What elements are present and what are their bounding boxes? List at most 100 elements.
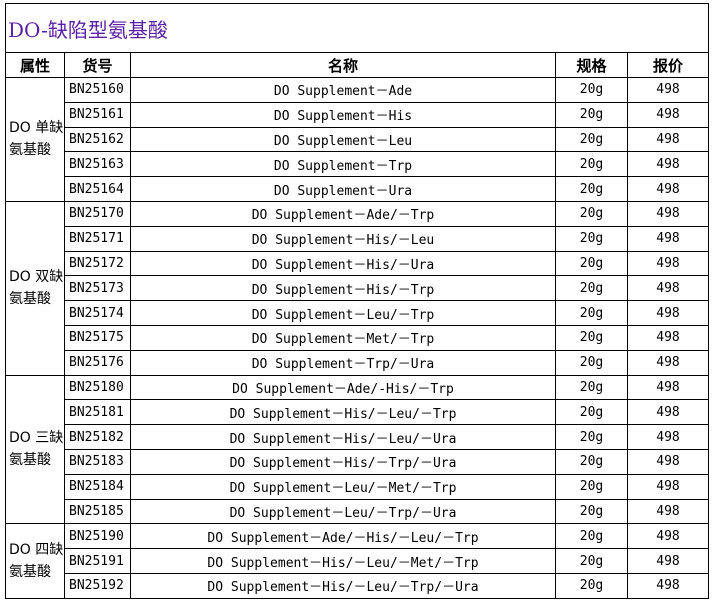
product-code: BN25180 — [64, 374, 131, 401]
table-row: BN25182 DO Supplement－His/－Leu/－Ura 20g 498 — [6, 424, 710, 450]
table-row: BN25185 DO Supplement－Leu/－Trp/－Ura 20g 498 — [6, 498, 710, 525]
table-row: BN25172 DO Supplement－His/－Ura 20g 498 — [6, 250, 710, 277]
table-row: DO 三缺 氨基酸 BN25180 DO Supplement－Ade/-His/－… — [5, 374, 710, 525]
product-name: DO Supplement－Ade — [130, 77, 556, 103]
product-name: DO Supplement－His/－Trp/－Ura — [130, 448, 556, 475]
product-price: 498 — [626, 399, 710, 426]
table-row: BN25164 DO Supplement－Ura 20g 498 — [6, 176, 710, 202]
product-code: BN25163 — [64, 151, 131, 178]
product-spec: 20g — [555, 176, 628, 202]
product-spec: 20g — [555, 151, 628, 178]
product-code: BN25164 — [64, 176, 131, 202]
product-spec: 20g — [555, 349, 628, 376]
product-table: DO-缺陷型氨基酸 属性 货号 名称 规格 报价 DO 单缺 氨基酸 BN2516… — [4, 3, 710, 599]
product-price: 498 — [626, 349, 710, 376]
product-price: 498 — [626, 572, 710, 599]
product-price: 498 — [626, 101, 710, 128]
product-spec: 20g — [555, 250, 628, 277]
group-label: DO 单缺 氨基酸 — [5, 77, 65, 202]
table-row: BN25171 DO Supplement－His/－Leu 20g 498 — [6, 225, 710, 252]
group-label: DO 四缺 氨基酸 — [5, 523, 65, 599]
product-price: 498 — [626, 176, 710, 202]
product-price: 498 — [626, 300, 710, 326]
product-code: BN25182 — [64, 424, 131, 450]
product-name: DO Supplement－Trp/－Ura — [130, 349, 556, 376]
product-spec: 20g — [555, 498, 628, 525]
product-spec: 20g — [555, 548, 628, 574]
product-name: DO Supplement－Trp — [130, 151, 556, 178]
product-name: DO Supplement－His/－Leu/－Trp — [130, 399, 556, 426]
product-price: 498 — [626, 151, 710, 178]
product-spec: 20g — [555, 77, 628, 103]
header-attribute: 属性 — [5, 52, 65, 78]
product-code: BN25183 — [64, 448, 131, 475]
product-name: DO Supplement－Leu/－Trp — [130, 300, 556, 326]
product-spec: 20g — [555, 374, 628, 401]
product-spec: 20g — [555, 473, 628, 500]
product-code: BN25170 — [64, 200, 131, 227]
group-label: DO 三缺 氨基酸 — [5, 374, 65, 525]
header-row: 属性 货号 名称 规格 报价 — [5, 52, 710, 78]
table-row: BN25191 DO Supplement－His/－Leu/－Met/－Trp 2… — [6, 548, 710, 574]
product-name: DO Supplement－Leu — [130, 126, 556, 153]
product-code: BN25160 — [64, 77, 131, 103]
product-name: DO Supplement－Ade/-His/－Trp — [130, 374, 556, 401]
header-code: 货号 — [64, 52, 131, 78]
product-code: BN25171 — [64, 225, 131, 252]
table-row: BN25183 DO Supplement－His/－Trp/－Ura 20g 498 — [6, 448, 710, 475]
product-name: DO Supplement－His/－Leu/－Met/－Trp — [130, 548, 556, 574]
product-price: 498 — [626, 77, 710, 103]
table-row: DO 四缺 氨基酸 BN25190 DO Supplement－Ade/－His/－… — [5, 523, 710, 599]
product-price: 498 — [626, 374, 710, 401]
header-price: 报价 — [626, 52, 710, 78]
header-name: 名称 — [130, 52, 556, 78]
table-row: BN25163 DO Supplement－Trp 20g 498 — [6, 151, 710, 178]
product-code: BN25173 — [64, 275, 131, 302]
product-price: 498 — [626, 498, 710, 525]
product-spec: 20g — [555, 399, 628, 426]
product-code: BN25176 — [64, 349, 131, 376]
product-name: DO Supplement－His/－Leu — [130, 225, 556, 252]
product-name: DO Supplement－Ade/－Trp — [130, 200, 556, 227]
product-name: DO Supplement－His/－Leu/－Ura — [130, 424, 556, 450]
table-title: DO-缺陷型氨基酸 — [4, 3, 710, 53]
product-code: BN25174 — [64, 300, 131, 326]
product-price: 498 — [626, 424, 710, 450]
product-spec: 20g — [555, 101, 628, 128]
product-name: DO Supplement－Leu/－Met/－Trp — [130, 473, 556, 500]
product-name: DO Supplement－His/－Ura — [130, 250, 556, 277]
header-spec: 规格 — [555, 52, 628, 78]
product-price: 498 — [626, 473, 710, 500]
product-price: 498 — [626, 548, 710, 574]
table-row: BN25162 DO Supplement－Leu 20g 498 — [6, 126, 710, 153]
product-price: 498 — [626, 523, 710, 550]
product-price: 498 — [626, 250, 710, 277]
product-code: BN25172 — [64, 250, 131, 277]
table-row: BN25161 DO Supplement－His 20g 498 — [6, 101, 710, 128]
product-price: 498 — [626, 448, 710, 475]
group-label: DO 双缺 氨基酸 — [5, 200, 65, 376]
product-spec: 20g — [555, 300, 628, 326]
table-row: BN25184 DO Supplement－Leu/－Met/－Trp 20g 498 — [6, 473, 710, 500]
product-code: BN25162 — [64, 126, 131, 153]
product-spec: 20g — [555, 424, 628, 450]
table-row: BN25192 DO Supplement－His/－Leu/－Trp/－Ura 2… — [6, 572, 710, 599]
product-code: BN25191 — [64, 548, 131, 574]
table-row: BN25173 DO Supplement－His/－Trp 20g 498 — [6, 275, 710, 302]
product-code: BN25181 — [64, 399, 131, 426]
product-spec: 20g — [555, 572, 628, 599]
product-spec: 20g — [555, 126, 628, 153]
product-code: BN25190 — [64, 523, 131, 550]
table-row: BN25181 DO Supplement－His/－Leu/－Trp 20g 498 — [6, 399, 710, 426]
product-price: 498 — [626, 200, 710, 227]
product-spec: 20g — [555, 225, 628, 252]
product-spec: 20g — [555, 275, 628, 302]
product-spec: 20g — [555, 523, 628, 550]
table-row: BN25174 DO Supplement－Leu/－Trp 20g 498 — [6, 300, 710, 326]
table-row: DO 单缺 氨基酸 BN25160 DO Supplement－Ade 20g 498 — [5, 77, 710, 202]
product-code: BN25192 — [64, 572, 131, 599]
product-price: 498 — [626, 275, 710, 302]
product-name: DO Supplement－His/－Trp — [130, 275, 556, 302]
product-code: BN25184 — [64, 473, 131, 500]
product-name: DO Supplement－Leu/－Trp/－Ura — [130, 498, 556, 525]
